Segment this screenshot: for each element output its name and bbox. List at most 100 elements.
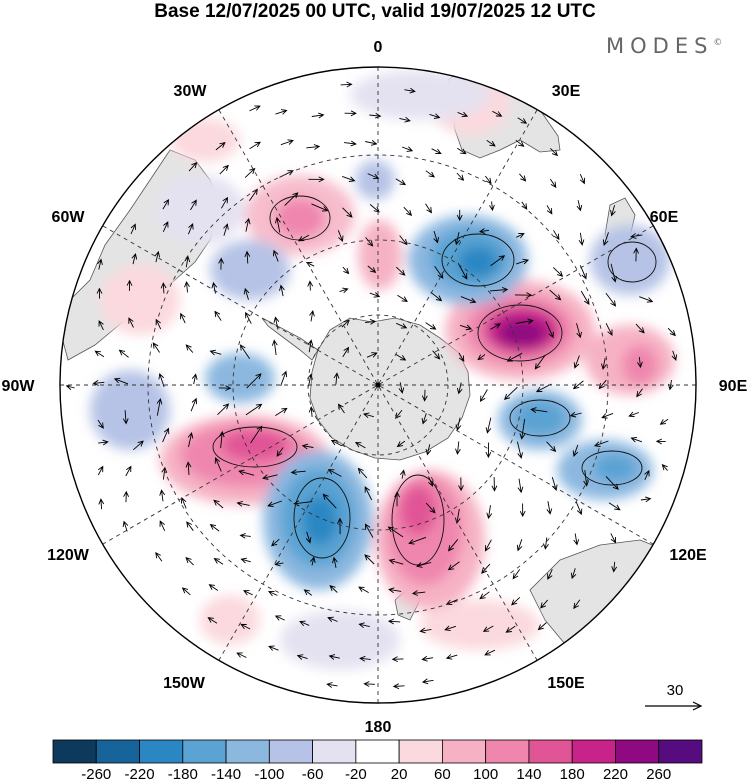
wind-arrow — [583, 470, 590, 487]
wind-arrow — [343, 140, 357, 147]
wind-arrow — [98, 498, 105, 510]
wind-arrow — [365, 318, 377, 325]
wind-arrow — [610, 263, 618, 283]
wind-arrow — [191, 373, 198, 385]
wind-arrow — [214, 310, 222, 321]
wind-arrow — [401, 146, 414, 152]
wind-arrow — [98, 439, 109, 446]
wind-arrow — [445, 654, 458, 660]
colorbar-swatch — [268, 739, 314, 764]
wind-arrow — [209, 523, 220, 532]
colorbar-swatch — [398, 739, 443, 764]
wind-arrow — [639, 296, 654, 303]
wind-arrow — [411, 590, 426, 596]
wind-arrow — [246, 373, 262, 389]
wind-arrow — [305, 531, 312, 544]
wind-arrow — [280, 370, 288, 387]
wind-arrow — [455, 441, 461, 455]
wind-arrow — [491, 477, 498, 492]
wind-arrow — [357, 467, 368, 479]
wind-arrow — [419, 627, 432, 634]
wind-arrow — [667, 327, 676, 337]
wind-arrow — [369, 292, 381, 298]
wind-arrow — [516, 441, 523, 459]
wind-arrow — [611, 561, 618, 573]
longitude-labels: 0 30E 60E 90E 120E 150E 180 150W 120W 90… — [2, 39, 748, 736]
wind-arrow — [96, 287, 103, 299]
wind-arrow — [655, 438, 666, 445]
wind-arrow — [608, 502, 621, 511]
wind-arrow — [482, 625, 494, 632]
colorbar-swatch — [528, 739, 573, 764]
colorbar-swatch — [225, 739, 270, 764]
wind-arrow — [311, 112, 325, 119]
wind-arrow — [550, 178, 557, 189]
wind-arrow — [537, 622, 547, 631]
wind-arrow — [367, 173, 380, 180]
wind-arrow — [311, 203, 329, 212]
wind-arrow — [249, 141, 261, 150]
wind-arrow — [358, 622, 370, 629]
colorbar-tick-label: -220 — [125, 766, 155, 783]
colorbar-tick-label: 220 — [603, 766, 628, 783]
wind-arrow — [243, 287, 250, 300]
wind-arrow — [628, 411, 640, 418]
wind-arrow — [184, 255, 191, 268]
wind-arrow — [267, 590, 278, 597]
wind-arrow — [161, 466, 168, 480]
wind-arrow — [239, 532, 251, 539]
wind-arrow — [490, 323, 502, 330]
wind-arrow — [303, 589, 313, 596]
colorbar-tick-label: 140 — [516, 766, 541, 783]
wind-arrow — [408, 536, 427, 545]
wind-arrow — [274, 560, 284, 567]
wind-arrow — [661, 463, 668, 471]
reference-arrow-icon — [692, 701, 703, 711]
wind-arrow — [219, 164, 229, 175]
wind-arrow — [309, 310, 315, 322]
wind-arrow — [388, 558, 404, 565]
wind-arrow — [486, 140, 496, 147]
wind-arrow — [519, 418, 526, 440]
wind-arrow — [365, 237, 374, 247]
colorbar-swatch — [139, 739, 184, 764]
lon-label-60e: 60E — [650, 209, 679, 226]
wind-arrow — [328, 654, 340, 660]
wind-arrow — [569, 411, 582, 418]
wind-arrow — [395, 178, 407, 186]
wind-arrow — [155, 551, 163, 562]
wind-arrow — [366, 352, 378, 358]
wind-arrow — [444, 625, 457, 632]
wind-arrow — [398, 382, 405, 394]
wind-arrow — [245, 403, 263, 416]
wind-arrow — [217, 403, 230, 416]
wind-arrow — [640, 496, 652, 503]
wind-arrow — [236, 500, 250, 507]
wind-arrow — [399, 116, 411, 123]
wind-arrow — [369, 112, 382, 119]
wind-arrow — [162, 221, 169, 232]
colorbar-swatch — [52, 739, 97, 764]
wind-arrow — [162, 198, 170, 210]
wind-arrow — [123, 490, 130, 503]
wind-arrow — [387, 526, 404, 538]
wind-arrow — [425, 444, 432, 456]
wind-arrow — [550, 147, 559, 157]
map-boundary — [59, 66, 697, 704]
wind-arrow — [489, 201, 495, 212]
lon-label-60w: 60W — [52, 209, 86, 226]
wind-arrow — [421, 413, 428, 425]
colorbar-tick-label: -100 — [254, 766, 284, 783]
wind-arrow — [187, 431, 194, 448]
wind-arrow — [630, 436, 643, 443]
colorbar-swatch — [312, 739, 357, 764]
colorbar-swatch — [182, 739, 227, 764]
wind-arrow — [506, 352, 523, 362]
lon-label-180: 180 — [365, 719, 392, 736]
wind-arrow — [306, 144, 321, 150]
wind-arrow — [601, 357, 607, 370]
lon-label-30w: 30W — [174, 83, 208, 100]
wind-arrow — [301, 443, 314, 450]
wind-arrow — [98, 320, 104, 331]
